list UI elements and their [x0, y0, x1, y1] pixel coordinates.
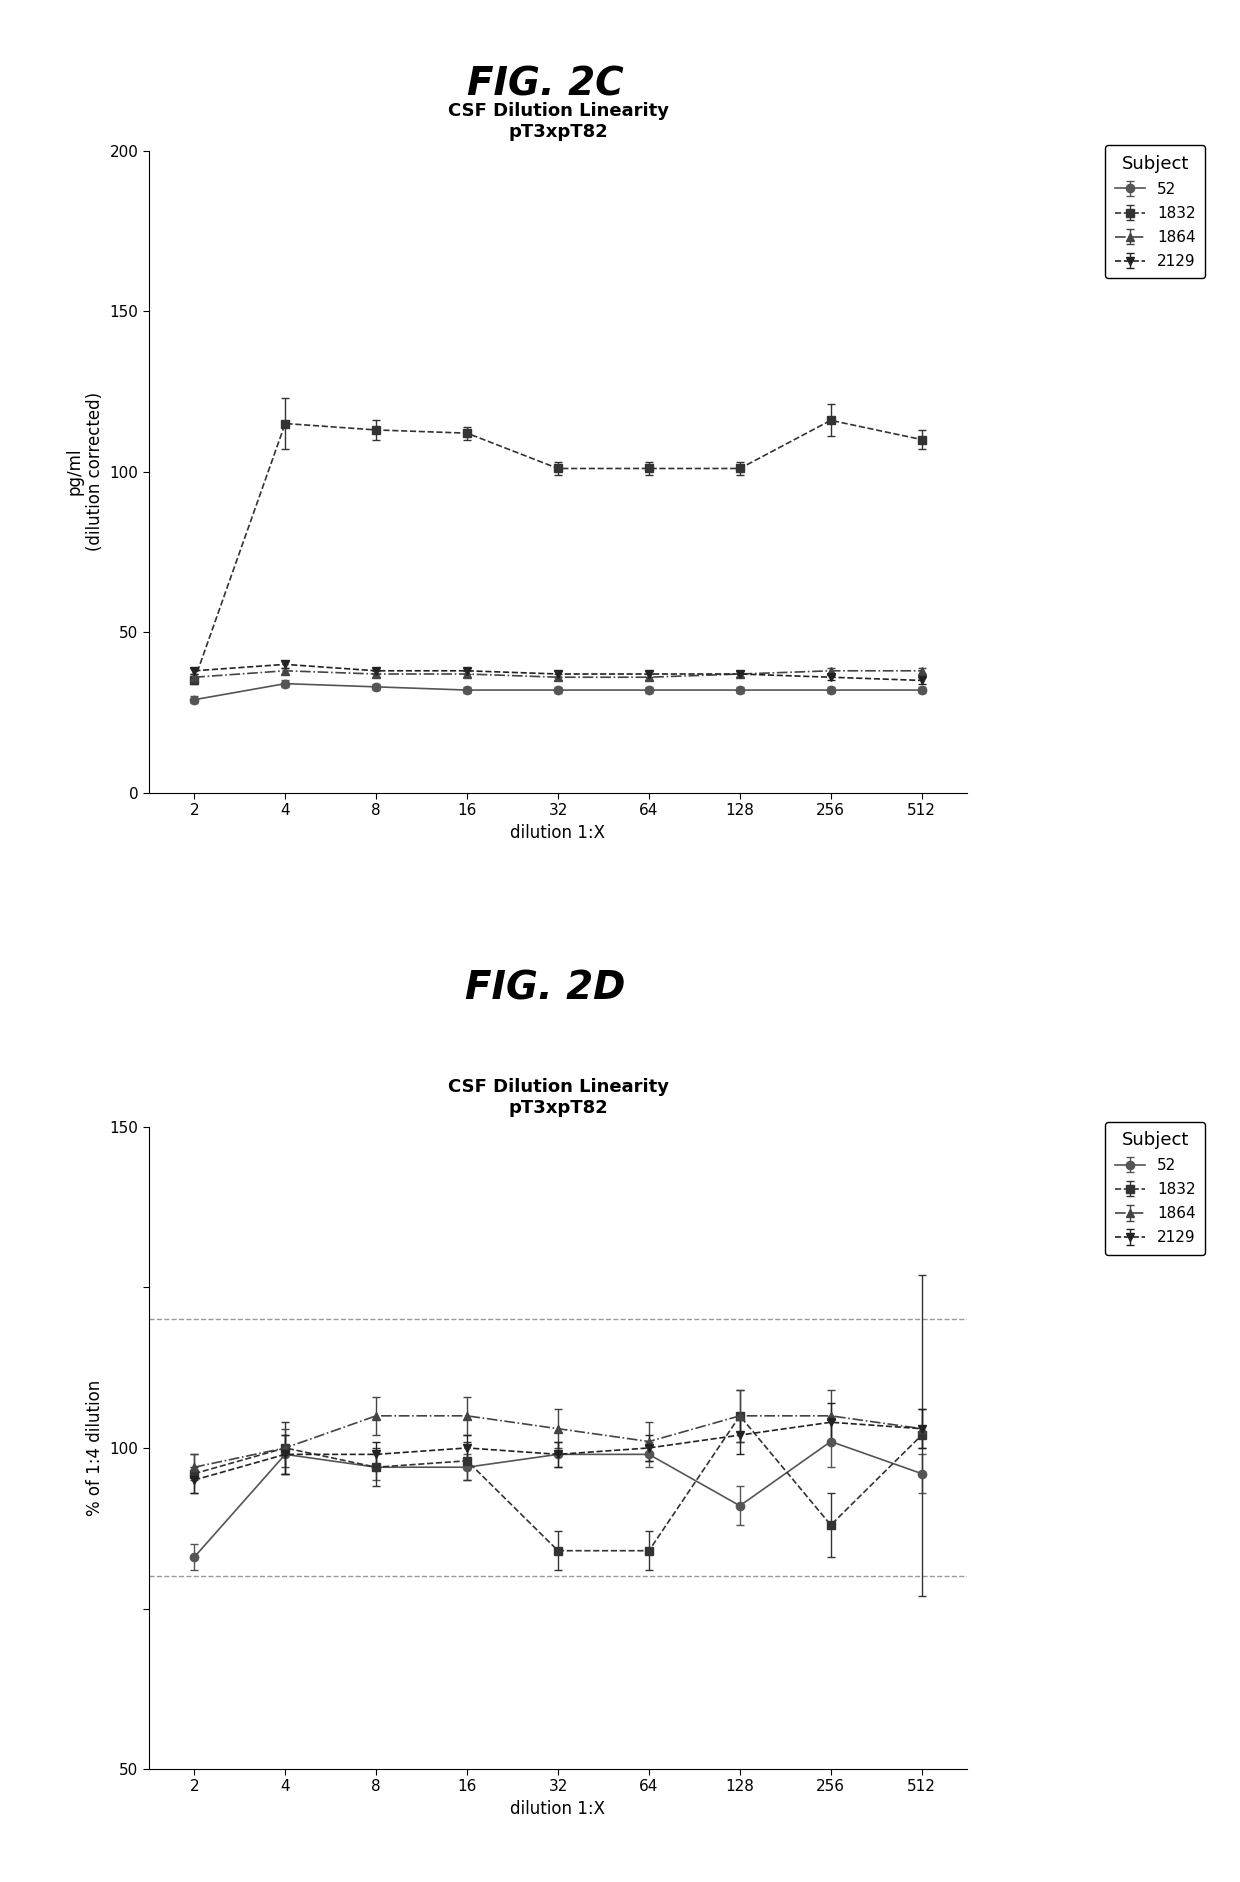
X-axis label: dilution 1:X: dilution 1:X [511, 824, 605, 841]
X-axis label: dilution 1:X: dilution 1:X [511, 1799, 605, 1818]
Y-axis label: % of 1:4 dilution: % of 1:4 dilution [86, 1380, 104, 1517]
Legend: 52, 1832, 1864, 2129: 52, 1832, 1864, 2129 [1105, 145, 1205, 279]
Title: CSF Dilution Linearity
pT3xpT82: CSF Dilution Linearity pT3xpT82 [448, 102, 668, 141]
Text: FIG. 2D: FIG. 2D [465, 969, 626, 1007]
Legend: 52, 1832, 1864, 2129: 52, 1832, 1864, 2129 [1105, 1122, 1205, 1255]
Y-axis label: pg/ml
(dilution corrected): pg/ml (dilution corrected) [66, 391, 104, 551]
Title: CSF Dilution Linearity
pT3xpT82: CSF Dilution Linearity pT3xpT82 [448, 1078, 668, 1116]
Text: FIG. 2C: FIG. 2C [467, 66, 624, 104]
